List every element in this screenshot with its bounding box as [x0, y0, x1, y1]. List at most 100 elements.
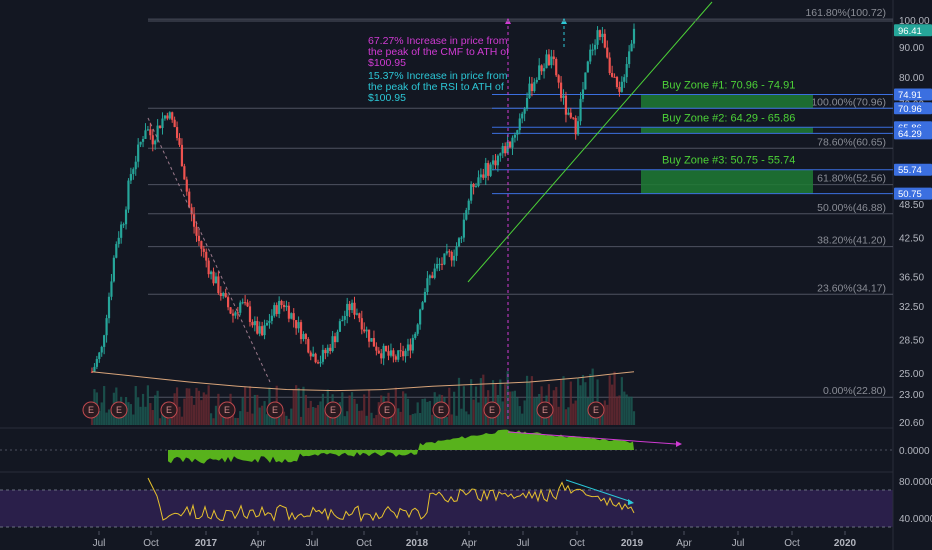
volume-bar: [309, 400, 312, 425]
volume-bar: [414, 413, 417, 425]
volume-bar: [100, 402, 103, 425]
volume-bar: [581, 375, 585, 425]
candle-body: [384, 345, 388, 352]
candle-body: [103, 335, 106, 347]
candle-body: [406, 344, 410, 351]
candle-body: [409, 344, 412, 351]
candle-body: [183, 166, 186, 180]
candle-body: [341, 319, 344, 322]
earnings-letter: E: [166, 405, 172, 415]
volume-bar: [367, 389, 371, 425]
volume-bar: [409, 415, 412, 425]
volume-bar: [467, 414, 470, 425]
candle-body: [355, 313, 359, 315]
volume-bar: [248, 386, 252, 425]
price-axis-label: 25.00: [899, 369, 924, 380]
volume-bar: [195, 387, 198, 425]
time-axis-label: Apr: [676, 538, 692, 549]
volume-bar: [302, 386, 305, 425]
candle-body: [382, 345, 385, 359]
candle-body: [516, 130, 519, 135]
volume-bar: [209, 413, 213, 425]
candle-body: [241, 302, 244, 304]
volume-bar: [601, 407, 604, 425]
volume-bar: [282, 411, 286, 425]
candle-body: [528, 83, 531, 98]
candle-body: [265, 322, 269, 326]
candle-body: [93, 366, 96, 372]
volume-bar: [375, 414, 378, 425]
candle-body: [163, 115, 167, 119]
volume-bar: [460, 408, 463, 425]
candle-body: [394, 356, 397, 360]
candle-body: [285, 305, 288, 308]
candle-body: [530, 83, 534, 92]
volume-bar: [462, 386, 465, 425]
candle-body: [219, 293, 222, 297]
volume-bar: [611, 384, 614, 425]
annotation-line: 15.37% Increase in price from: [368, 70, 508, 82]
candle-body: [591, 49, 594, 51]
volume-bar: [350, 392, 354, 425]
volume-bar: [533, 398, 536, 425]
volume-bar: [416, 402, 419, 425]
candle-body: [547, 54, 551, 66]
volume-bar: [363, 394, 366, 425]
candle-body: [625, 64, 628, 78]
zone-high-tag-bg: [894, 88, 932, 101]
volume-bar: [183, 398, 186, 425]
volume-bar: [397, 408, 400, 425]
candle-body: [200, 241, 203, 249]
rsi-band: [0, 490, 893, 527]
price-axis-label: 90.00: [899, 43, 924, 54]
volume-bar: [151, 410, 154, 425]
volume-bar: [348, 395, 351, 425]
price-axis-label: 36.50: [899, 272, 924, 283]
volume-bar: [564, 409, 568, 425]
volume-bar: [217, 393, 220, 425]
candle-body: [302, 334, 305, 340]
candle-body: [440, 263, 444, 265]
candle-body: [470, 183, 473, 201]
candle-body: [504, 146, 507, 154]
volume-bar: [431, 414, 434, 425]
candle-body: [574, 118, 577, 135]
cmf-panel: 0.0000: [0, 429, 930, 464]
volume-bar: [402, 391, 405, 425]
time-axis[interactable]: Jul Oct 2017 Apr Jul Oct 2018 Apr Jul Oct 2019 Apr J…: [93, 531, 857, 549]
price-axis[interactable]: 100.0090.0080.0072.0064.0056.0048.5042.5…: [899, 16, 930, 429]
volume-bar: [625, 394, 628, 425]
candle-body: [392, 350, 395, 357]
time-axis-label: Oct: [784, 538, 800, 549]
candle-body: [309, 352, 312, 357]
candle-body: [523, 109, 526, 114]
earnings-letter: E: [88, 405, 94, 415]
volume-bar: [450, 414, 453, 425]
time-axis-label: Oct: [143, 538, 159, 549]
earnings-letter: E: [330, 405, 336, 415]
time-axis-label: Apr: [250, 538, 266, 549]
candle-body: [443, 253, 446, 265]
volume-bar: [567, 407, 570, 425]
candle-body: [112, 257, 115, 282]
candle-body: [465, 210, 468, 220]
volume-bar: [192, 404, 196, 425]
volume-bar: [423, 398, 427, 425]
volume-ma: [91, 371, 635, 392]
candle-body: [370, 338, 373, 342]
volume-bar: [394, 387, 397, 425]
zone-low-tag-bg: [894, 127, 932, 140]
candle-body: [98, 352, 101, 360]
rsi-divergence-arrow: [628, 499, 634, 505]
volume-bar: [521, 413, 524, 425]
volume-bar: [280, 408, 283, 425]
candle-body: [419, 309, 422, 325]
volume-bar: [528, 381, 531, 425]
price-axis-label: 100.00: [899, 16, 930, 27]
volume-bar: [576, 378, 580, 425]
candle-body: [343, 316, 346, 320]
candle-body: [518, 118, 521, 131]
volume-bar: [256, 394, 259, 425]
